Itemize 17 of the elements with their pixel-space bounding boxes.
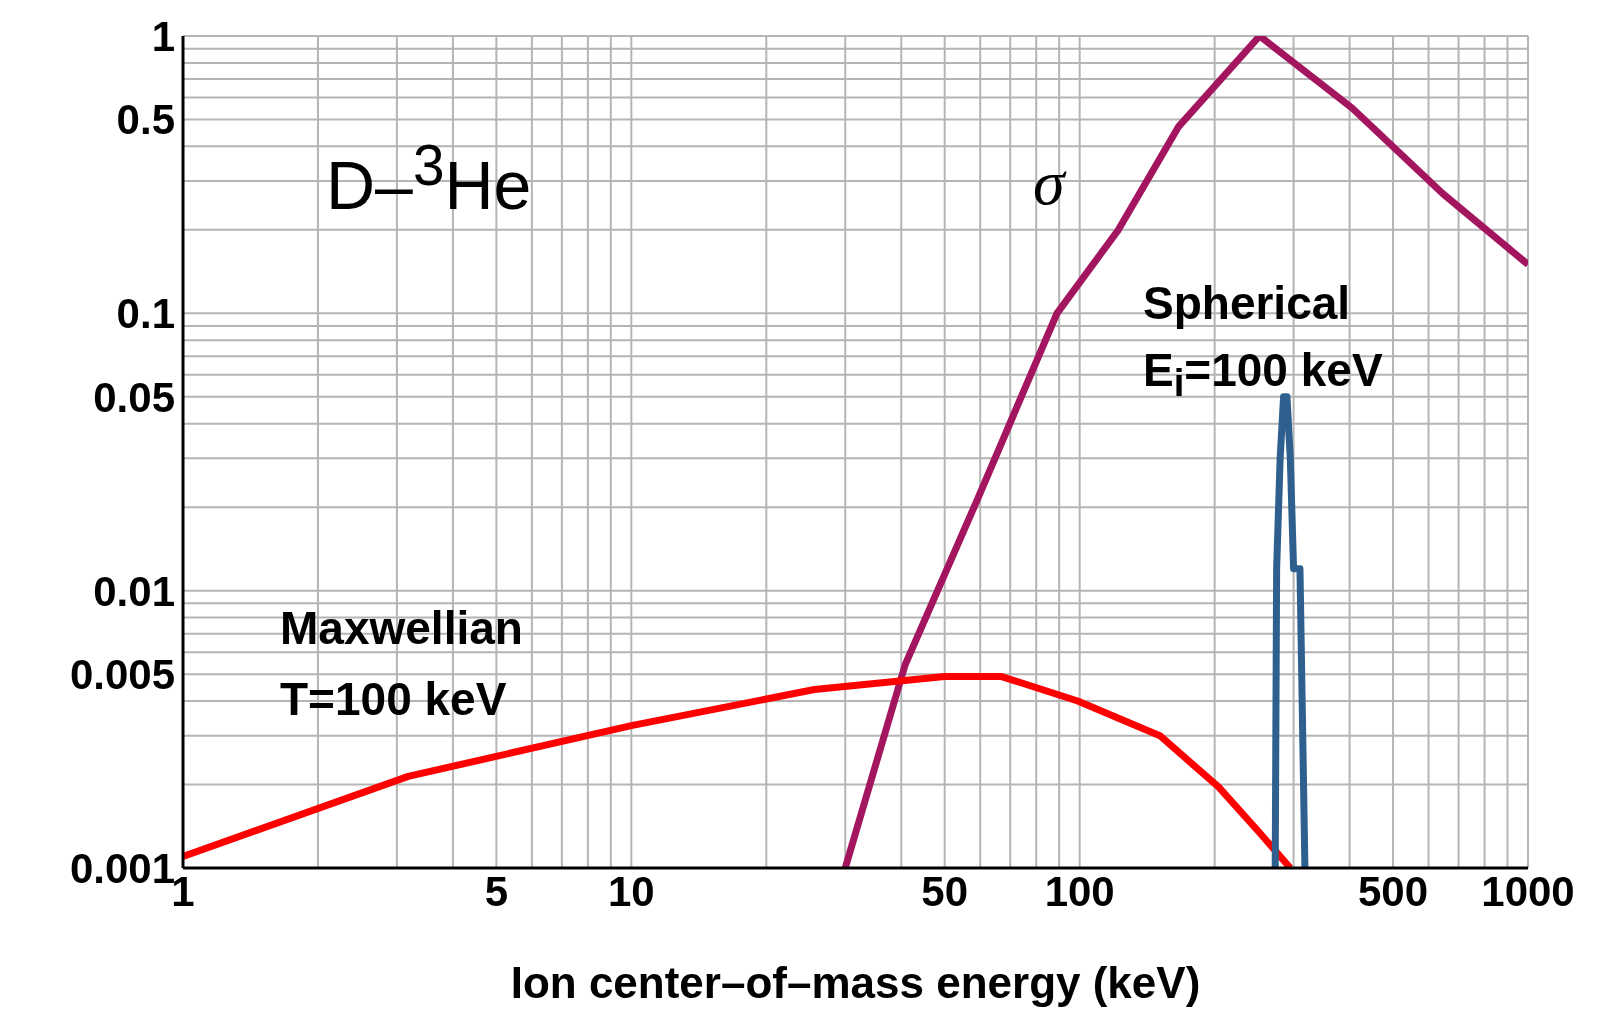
y-tick-label: 0.5 bbox=[116, 96, 175, 144]
x-tick-label: 10 bbox=[607, 867, 655, 915]
x-tick-label: 1000 bbox=[1481, 867, 1575, 915]
y-tick-label: 1 bbox=[151, 12, 175, 60]
x-axis-title: Ion center–of–mass energy (keV) bbox=[510, 958, 1201, 1007]
x-tick-label: 100 bbox=[1044, 867, 1115, 915]
x-tick-label: 500 bbox=[1358, 867, 1429, 915]
series-label: σ bbox=[1033, 146, 1068, 220]
x-tick-label: 5 bbox=[484, 867, 509, 915]
x-tick-label: 50 bbox=[921, 867, 969, 915]
annotation: D–$^{3}$He bbox=[326, 133, 532, 224]
y-tick-label: 0.1 bbox=[116, 290, 175, 338]
y-tick-label: 0.01 bbox=[93, 567, 175, 615]
series-label: Maxwellian T=100 keV bbox=[280, 601, 524, 728]
y-tick-label: 0.005 bbox=[69, 651, 175, 699]
y-tick-label: 0.05 bbox=[93, 373, 175, 421]
series-label: Spherical E$_{i}$=100 keV bbox=[1143, 276, 1384, 406]
